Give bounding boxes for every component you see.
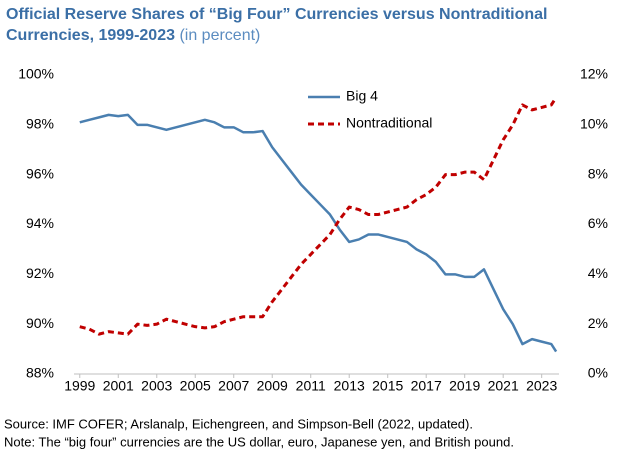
y-tick-label: 96%: [26, 165, 54, 181]
y2-tick-label: 8%: [588, 165, 608, 181]
y2-tick-label: 12%: [580, 66, 608, 82]
x-tick-label: 2005: [180, 378, 211, 394]
y2-tick-label: 4%: [588, 265, 608, 281]
x-tick-label: 2017: [411, 378, 442, 394]
legend-label: Nontraditional: [346, 115, 432, 131]
y-tick-label: 88%: [26, 365, 54, 381]
x-tick-label: 2023: [526, 378, 557, 394]
x-tick-label: 2009: [257, 378, 288, 394]
chart-title: Official Reserve Shares of “Big Four” Cu…: [6, 6, 548, 44]
x-tick-label: 2013: [334, 378, 365, 394]
source-note: Source: IMF COFER; Arslanalp, Eichengree…: [4, 416, 473, 431]
x-tick-label: 2015: [372, 378, 403, 394]
y-tick-label: 90%: [26, 315, 54, 331]
y-tick-label: 98%: [26, 116, 54, 132]
note: Note: The “big four” currencies are the …: [4, 434, 514, 449]
x-tick-label: 2011: [296, 378, 326, 394]
y2-tick-label: 2%: [588, 315, 608, 331]
y-tick-label: 92%: [26, 265, 54, 281]
x-tick-label: 2019: [449, 378, 480, 394]
title-block: Official Reserve Shares of “Big Four” Cu…: [6, 4, 612, 46]
x-tick-label: 2001: [103, 378, 134, 394]
y2-tick-label: 0%: [588, 365, 608, 381]
y-tick-label: 94%: [26, 215, 54, 231]
legend-label: Big 4: [346, 88, 378, 104]
y-tick-label: 100%: [18, 66, 54, 82]
y2-tick-label: 10%: [580, 116, 608, 132]
x-tick-label: 2007: [218, 378, 249, 394]
y2-tick-label: 6%: [588, 215, 608, 231]
series-line: [79, 113, 558, 353]
x-tick-label: 1999: [64, 378, 95, 394]
x-tick-label: 2003: [141, 378, 172, 394]
chart-subtitle: (in percent): [179, 27, 261, 44]
series-line: [79, 96, 558, 336]
x-tick-label: 2021: [488, 378, 519, 394]
